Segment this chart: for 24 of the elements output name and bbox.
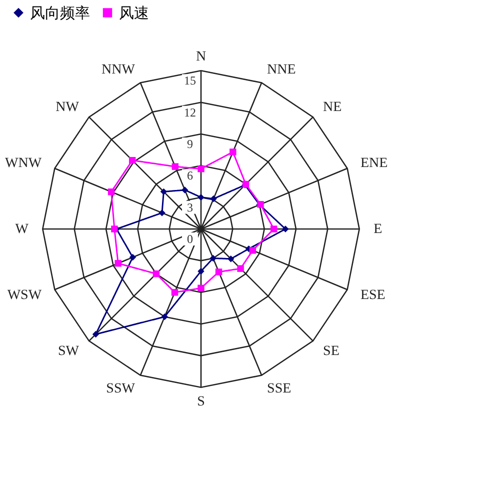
legend-label: 风向频率 [30, 4, 90, 22]
spoke-label: NNE [267, 62, 296, 78]
spoke-label: SSW [106, 381, 136, 396]
spoke-label: NNW [102, 62, 136, 78]
spoke-label: ENE [360, 156, 388, 171]
spoke-label: S [197, 394, 205, 410]
spoke-label: WSW [7, 288, 42, 304]
spoke-label: NW [56, 100, 80, 115]
y-tick-label: 6 [187, 168, 193, 183]
spoke-label: E [374, 222, 382, 237]
spoke-label: SSE [267, 381, 292, 396]
spoke-label: W [15, 222, 30, 237]
legend-label: 风速 [119, 4, 149, 22]
spoke-label: WNW [5, 156, 42, 171]
y-tick-label: 15 [184, 74, 196, 88]
spoke-label: SE [323, 344, 340, 360]
spoke-label: NE [323, 100, 342, 115]
spoke-label: ESE [360, 288, 386, 304]
spoke-label: N [196, 49, 206, 64]
y-tick-label: 12 [184, 105, 196, 120]
y-tick-label: 9 [187, 137, 193, 151]
y-tick-label: 0 [187, 232, 193, 246]
y-tick-label: 3 [187, 200, 193, 214]
spoke-label: SW [58, 344, 80, 360]
